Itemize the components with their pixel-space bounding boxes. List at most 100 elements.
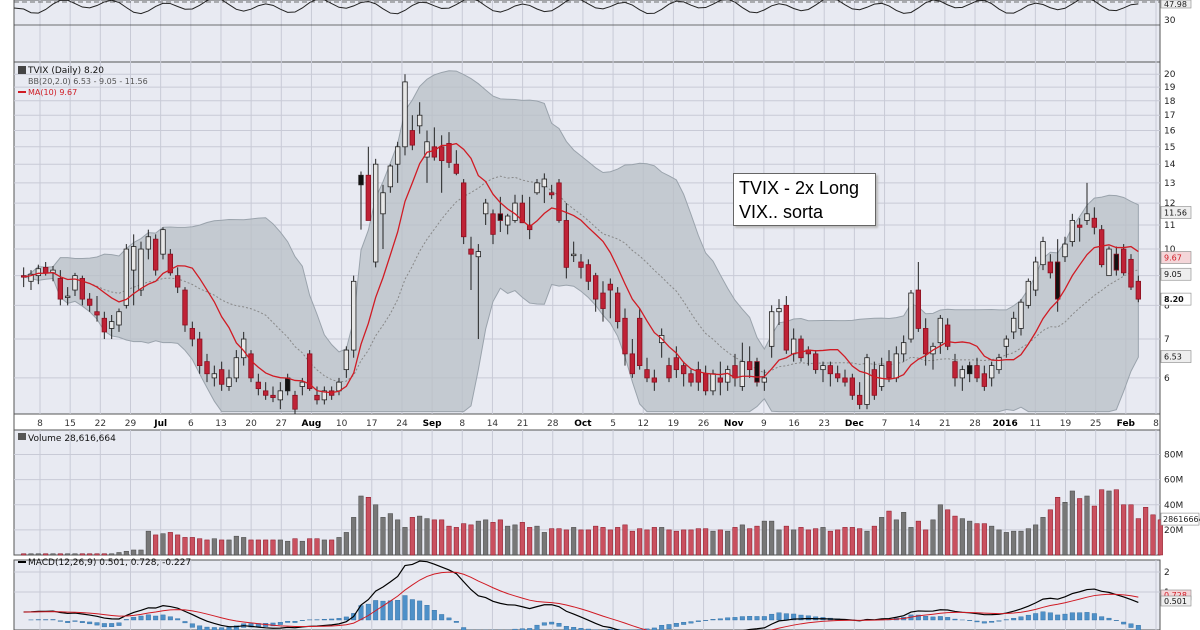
candle (981, 365, 988, 391)
top-indicator-line (13, 0, 1139, 15)
volume-bar (263, 539, 269, 556)
vol-tick-label: 20M (1164, 526, 1183, 536)
candle-body (915, 289, 922, 329)
volume-bar (138, 549, 144, 556)
x-tick-label: Jul (153, 419, 167, 429)
candle-body (966, 365, 973, 375)
volume-bar (805, 529, 811, 556)
volume-bar (666, 529, 672, 556)
candle (416, 102, 423, 134)
candle-body (416, 114, 423, 127)
candle (1069, 213, 1076, 247)
candle (519, 194, 526, 224)
candle (372, 158, 379, 268)
y-tick-label: 20 (1164, 70, 1176, 80)
macd-histogram-bar (1055, 614, 1061, 621)
candle (820, 361, 826, 383)
macd-histogram-bar (453, 621, 459, 623)
macd-histogram-bar (1069, 612, 1075, 621)
x-tick-label: 26 (698, 419, 710, 429)
candle-body (211, 373, 218, 379)
candle-body (864, 357, 870, 405)
candle (541, 173, 548, 204)
candle-body (1047, 261, 1054, 274)
candle (908, 290, 914, 343)
volume-bar (1047, 509, 1053, 556)
candle-body (174, 275, 181, 288)
price-badge (1160, 292, 1192, 306)
candle-body (592, 275, 599, 300)
x-tick-label: 6 (188, 419, 194, 429)
volume-bar (857, 528, 863, 556)
candle (1032, 256, 1039, 297)
y-tick-label: 7 (1164, 335, 1170, 345)
candle-body (900, 342, 907, 355)
candle-body (72, 275, 78, 291)
candle-body (673, 357, 680, 371)
macd-histogram-bar (285, 621, 291, 623)
candle-body (292, 394, 298, 410)
macd-badge (1160, 595, 1192, 607)
volume-bar (475, 520, 481, 556)
x-tick-label: 8 (37, 419, 43, 429)
volume-bar (116, 552, 122, 556)
volume-bar (1084, 495, 1090, 556)
candle-body (629, 353, 636, 375)
candle (350, 275, 357, 358)
candle-body (130, 246, 137, 271)
volume-bar (747, 528, 753, 556)
x-tick-label: 28 (547, 419, 559, 429)
candle (248, 350, 254, 383)
x-tick-label: 21 (517, 419, 528, 429)
candle (768, 305, 775, 358)
candle-body (688, 373, 694, 383)
volume-bar (607, 529, 613, 556)
candle (570, 241, 577, 262)
volume-bar (145, 530, 151, 556)
candle (966, 361, 973, 383)
volume-bar (255, 539, 261, 556)
volume-bar (292, 538, 298, 556)
volume-icon (18, 433, 26, 440)
macd-histogram-bar (673, 623, 679, 627)
x-tick-label: 24 (396, 419, 408, 429)
x-tick-label: 13 (215, 419, 226, 429)
macd-histogram-bar (145, 614, 151, 621)
x-tick-label: 7 (882, 419, 888, 429)
volume-bar (1025, 528, 1031, 556)
volume-bar (468, 524, 474, 556)
candle (585, 259, 592, 291)
candle (834, 365, 841, 383)
candle-body (1084, 213, 1090, 221)
volume-bar (835, 529, 841, 556)
candle-body (988, 365, 995, 379)
macd-histogram-bar (710, 619, 716, 621)
candle-body (622, 317, 628, 355)
volume-bar (409, 517, 415, 556)
x-tick-label: 12 (638, 419, 649, 429)
candle (1076, 218, 1083, 242)
volume-bar (974, 523, 980, 556)
y-tick-label: 11 (1164, 221, 1175, 231)
y-tick-label: 12 (1164, 199, 1175, 209)
volume-bar (754, 525, 760, 556)
candle (108, 314, 115, 340)
candle (277, 382, 284, 410)
macd-histogram-bar (211, 627, 217, 630)
volume-bar (211, 538, 217, 556)
macd-histogram-bar (292, 621, 298, 623)
candle (255, 373, 262, 396)
volume-bar (710, 530, 716, 556)
candle (72, 272, 78, 297)
candle-body (842, 377, 848, 383)
candle (468, 236, 474, 291)
candle-body (380, 192, 386, 215)
volume-bar (1018, 530, 1024, 556)
candle (959, 365, 966, 391)
candle (952, 353, 958, 387)
macd-histogram-bar (519, 628, 525, 630)
macd-line (23, 560, 1139, 630)
candle-body (783, 304, 790, 351)
candle (622, 308, 628, 366)
candle (900, 335, 907, 362)
